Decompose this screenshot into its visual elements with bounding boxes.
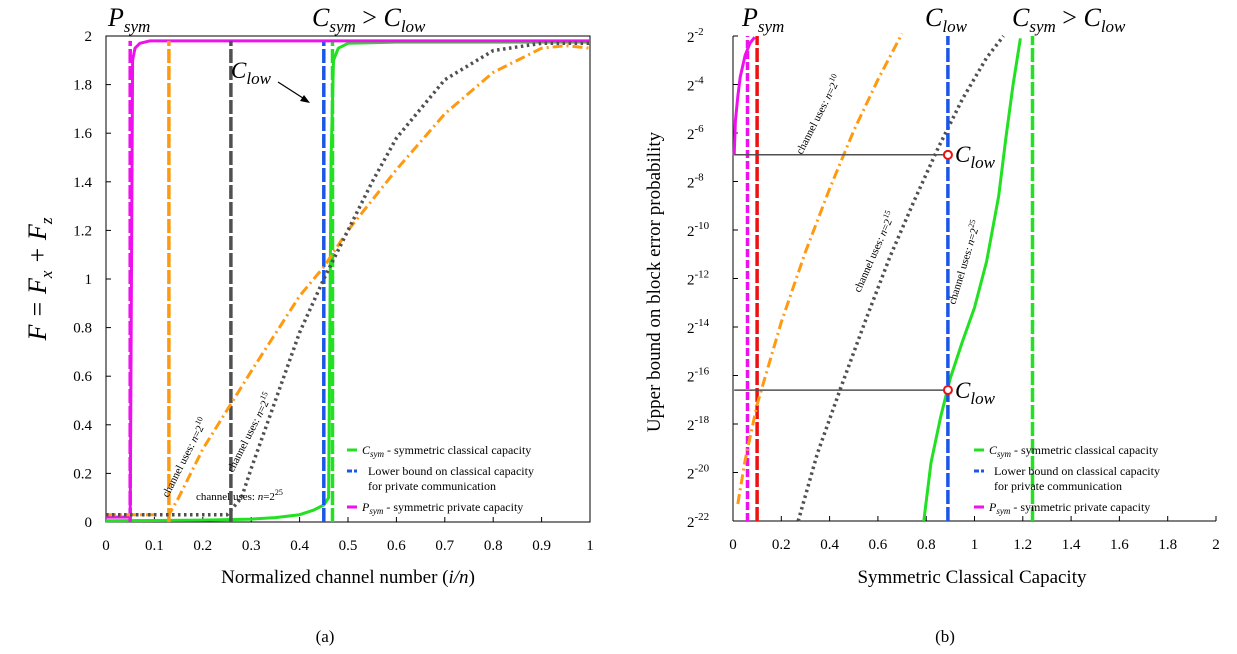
panel-a: 0 0.1 0.2 0.3 0.4 0.5 0.6 0.7 0.8 0.9 1 0 0.2 0.4 0.6 0… bbox=[23, 3, 594, 646]
panel-b-clow-marker bbox=[942, 149, 953, 160]
panel-b-series-gray-dotted bbox=[796, 34, 1005, 522]
panel-a-xtick-label: 0.2 bbox=[193, 538, 212, 554]
panel-a-ylabel: F = Fx + Fz bbox=[23, 217, 56, 341]
panel-b-annotation-n215: channel uses: n=215 bbox=[849, 209, 898, 295]
panel-b-xtick-label: 1.6 bbox=[1110, 537, 1129, 553]
panel-a-ytick-label: 2 bbox=[85, 29, 93, 45]
panel-a-series bbox=[105, 39, 591, 523]
panel-a-xtick-label: 0.5 bbox=[339, 538, 358, 554]
panel-b-ytick-label: 2-20 bbox=[687, 463, 710, 483]
panel-b-xtick-label: 1.8 bbox=[1158, 537, 1177, 553]
panel-b-clow-mark-upper: Clow bbox=[955, 142, 996, 172]
legend-a-psym-text: Psym - symmetric private capacity bbox=[361, 500, 523, 516]
panel-b-caption: (b) bbox=[935, 627, 955, 646]
panel-a-ytick-label: 1.4 bbox=[73, 175, 92, 191]
panel-b-series-orange-dashdot bbox=[736, 32, 904, 505]
panel-a-xtick-label: 1 bbox=[586, 538, 594, 554]
legend-b-csym-text: Csym - symmetric classical capacity bbox=[989, 443, 1158, 459]
panel-b-ylabel: Upper bound on block error probability bbox=[644, 131, 665, 432]
panel-a-clow-arrow bbox=[277, 81, 307, 101]
panel-b-ytick-label: 2-14 bbox=[687, 317, 710, 337]
panel-a-csym-gt-clow-label: Csym > Clow bbox=[312, 3, 426, 36]
panel-b-ytick-label: 2-4 bbox=[687, 75, 704, 95]
panel-a-xtick-label: 0.7 bbox=[435, 538, 454, 554]
panel-b-xtick-label: 1.2 bbox=[1013, 537, 1032, 553]
panel-b-series-magenta-solid bbox=[732, 36, 756, 155]
panel-a-xtick-label: 0.9 bbox=[532, 538, 551, 554]
panel-b-psym-label: Psym bbox=[741, 3, 784, 36]
panel-b-clow-mark-lower: Clow bbox=[955, 378, 996, 408]
panel-a-xtick-label: 0.4 bbox=[290, 538, 309, 554]
legend-b-psym-text: Psym - symmetric private capacity bbox=[988, 500, 1150, 516]
panel-a-xtick-label: 0.8 bbox=[484, 538, 503, 554]
panel-a-ytick-label: 0.6 bbox=[73, 369, 92, 385]
panel-a-legend: Csym - symmetric classical capacity Lowe… bbox=[347, 443, 534, 516]
panel-a-xtick-label: 0.6 bbox=[387, 538, 406, 554]
panel-b-clow-label: Clow bbox=[925, 3, 968, 36]
panel-a-ytick-label: 1.2 bbox=[73, 223, 92, 239]
panel-a-xtick-label: 0.3 bbox=[242, 538, 261, 554]
panel-b-xtick-label: 0.2 bbox=[772, 537, 791, 553]
panel-a-series-gray-dotted bbox=[106, 41, 590, 517]
panel-b-annotation-n210: channel uses: n=210 bbox=[791, 72, 844, 156]
panel-b-ytick-label: 2-2 bbox=[687, 26, 704, 46]
panel-b-clow-marker bbox=[942, 385, 953, 396]
panel-a-ticks: 0 0.1 0.2 0.3 0.4 0.5 0.6 0.7 0.8 0.9 1 0 0.2 0.4 0.6 0… bbox=[73, 29, 594, 554]
panel-b-ytick-label: 2-8 bbox=[687, 172, 704, 192]
panel-a-ytick-label: 0.8 bbox=[73, 321, 92, 337]
panel-a-xtick-label: 0 bbox=[102, 538, 110, 554]
panel-a-clow-arrowhead bbox=[300, 95, 310, 103]
panel-a-xlabel: Normalized channel number (i/n) bbox=[221, 567, 475, 588]
panel-b-series-green-solid bbox=[922, 38, 1022, 522]
panel-b-xtick-label: 0 bbox=[729, 537, 737, 553]
panel-b-ytick-label: 2-18 bbox=[687, 414, 710, 434]
panel-b-ytick-label: 2-16 bbox=[687, 366, 710, 386]
panel-b-ytick-label: 2-12 bbox=[687, 269, 709, 289]
panel-a-xtick-label: 0.1 bbox=[145, 538, 164, 554]
panel-a-clow-annotation: Clow bbox=[231, 58, 272, 88]
panel-b-ytick-label: 2-6 bbox=[687, 123, 704, 143]
panel-b-xtick-label: 0.6 bbox=[869, 537, 888, 553]
panel-b-series bbox=[732, 32, 1035, 522]
panel-a-ytick-label: 1 bbox=[85, 272, 93, 288]
panel-b-xlabel: Symmetric Classical Capacity bbox=[857, 567, 1087, 588]
panel-b-ytick-label: 2-10 bbox=[687, 220, 710, 240]
panel-b-ticks: 0 0.2 0.4 0.6 0.8 1 1.2 1.4 1.6 1.8 2 2-2 2-4 2-6 2-8 2… bbox=[687, 26, 1220, 553]
legend-a-lower-bound-text2: for private communication bbox=[368, 479, 496, 493]
legend-a-lower-bound-text: Lower bound on classical capacity bbox=[368, 464, 534, 478]
panel-a-caption: (a) bbox=[316, 627, 335, 646]
panel-b-xtick-label: 0.4 bbox=[820, 537, 839, 553]
panel-b-ytick-label: 2-22 bbox=[687, 511, 709, 531]
panel-b-xtick-label: 0.8 bbox=[917, 537, 936, 553]
panel-a-ytick-label: 1.8 bbox=[73, 78, 92, 94]
panel-b-xtick-label: 1.4 bbox=[1062, 537, 1081, 553]
legend-a-csym-text: Csym - symmetric classical capacity bbox=[362, 443, 531, 459]
legend-b-lower-bound-text: Lower bound on classical capacity bbox=[994, 464, 1160, 478]
panel-a-ytick-label: 0 bbox=[85, 515, 93, 531]
panel-b-xtick-label: 1 bbox=[971, 537, 979, 553]
panel-a-annotation-n225: channel uses: n=225 bbox=[196, 488, 283, 503]
panel-b-xtick-label: 2 bbox=[1212, 537, 1220, 553]
panel-a-psym-label: Psym bbox=[107, 3, 150, 36]
panel-b: 0 0.2 0.4 0.6 0.8 1 1.2 1.4 1.6 1.8 2 2-2 2-4 2-6 2-8 2… bbox=[644, 3, 1220, 646]
panel-b-csym-gt-clow-label: Csym > Clow bbox=[1012, 3, 1126, 36]
panel-a-ytick-label: 0.4 bbox=[73, 418, 92, 434]
panel-a-ytick-label: 1.6 bbox=[73, 126, 92, 142]
panel-b-legend: Csym - symmetric classical capacity Lowe… bbox=[974, 443, 1160, 516]
legend-b-lower-bound-text2: for private communication bbox=[994, 479, 1122, 493]
panel-a-ytick-label: 0.2 bbox=[73, 466, 92, 482]
